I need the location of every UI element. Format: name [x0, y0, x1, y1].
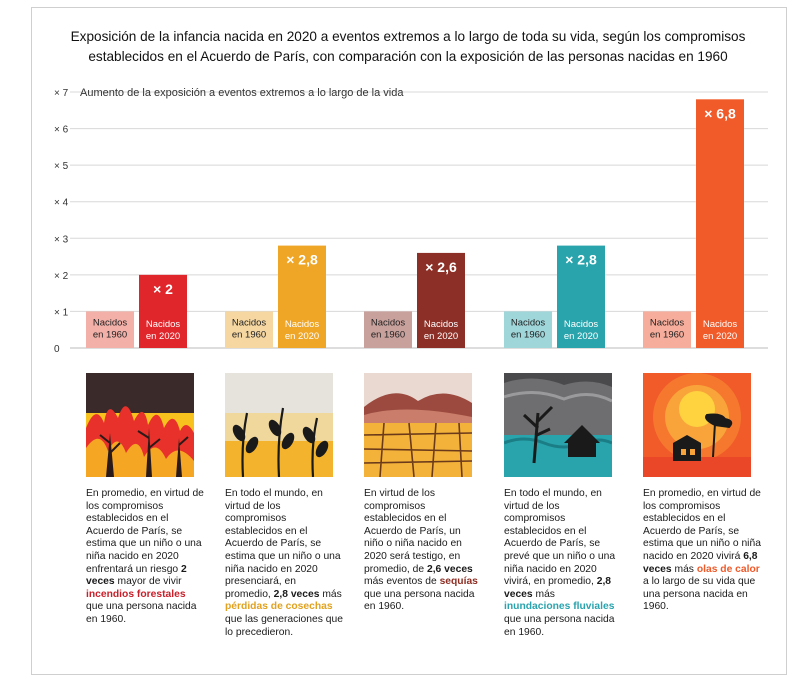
- y-tick-label: × 6: [54, 125, 69, 136]
- bar-label-1960: Nacidos en 1960: [93, 317, 128, 340]
- description-text: En virtud de los compromisos establecido…: [364, 488, 462, 575]
- bar-value-label: × 2: [153, 281, 173, 297]
- description-text: pérdidas de cosechas: [225, 601, 333, 613]
- chart-title: Exposición de la infancia nacida en 2020…: [70, 29, 746, 64]
- bar-1960: [86, 311, 134, 348]
- description-text: más eventos de: [364, 576, 440, 588]
- bar-label-2020: Nacidos en 2020: [285, 319, 320, 342]
- description-text: 6,8 veces: [643, 550, 758, 575]
- description-drought: En virtud de los compromisos establecido…: [364, 488, 482, 614]
- description-text: 2,8 veces: [273, 588, 320, 600]
- wildfire-illustration: [86, 373, 194, 477]
- y-tick-label: 0: [54, 344, 60, 355]
- bar-label-2020: Nacidos en 2020: [703, 319, 738, 342]
- bar-label-1960: Nacidos en 1960: [371, 317, 406, 340]
- bar-label-1960: Nacidos en 1960: [232, 317, 267, 340]
- description-text: que una persona nacida en 1960.: [504, 613, 615, 638]
- bar-value-label: × 6,8: [704, 105, 736, 121]
- description-text: En promedio, en virtud de los compromiso…: [86, 488, 204, 575]
- bar-1960: [364, 311, 412, 348]
- description-text: sequías: [439, 576, 478, 588]
- y-tick-label: × 5: [54, 161, 69, 172]
- description-text: más: [671, 563, 697, 575]
- bar-label-1960: Nacidos en 1960: [650, 317, 685, 340]
- description-text: que una persona nacida en 1960.: [364, 588, 475, 613]
- bar-1960: [225, 311, 273, 348]
- bar-2020: [696, 99, 744, 348]
- description-flood: En todo el mundo, en virtud de los compr…: [504, 488, 622, 639]
- description-text: 2,8 veces: [504, 576, 612, 600]
- description-text: 2 veces: [86, 563, 187, 588]
- flood-illustration: [504, 373, 612, 477]
- description-text: En promedio, en virtud de los compromiso…: [643, 488, 761, 562]
- bar-2020: [278, 245, 326, 348]
- heatwave-illustration: [643, 373, 751, 477]
- y-tick-label: × 1: [54, 307, 69, 318]
- bar-value-label: × 2,6: [425, 259, 457, 275]
- description-text: incendios forestales: [86, 588, 186, 600]
- description-text: más: [319, 588, 342, 600]
- description-text: olas de calor: [696, 563, 760, 575]
- description-text: que las generaciones que lo precedieron.: [225, 613, 343, 638]
- bar-label-2020: Nacidos en 2020: [146, 319, 181, 342]
- description-text: En todo el mundo, en virtud de los compr…: [225, 488, 341, 600]
- description-text: En todo el mundo, en virtud de los compr…: [504, 488, 616, 588]
- crop-loss-illustration: [225, 373, 333, 477]
- description-heatwave: En promedio, en virtud de los compromiso…: [643, 488, 761, 614]
- bar-label-2020: Nacidos en 2020: [564, 319, 599, 342]
- description-crop-loss: En todo el mundo, en virtud de los compr…: [225, 488, 343, 639]
- description-wildfire: En promedio, en virtud de los compromiso…: [86, 488, 204, 627]
- bar-1960: [643, 311, 691, 348]
- y-tick-label: × 7: [54, 88, 69, 99]
- y-tick-label: × 3: [54, 234, 69, 245]
- description-text: a lo largo de su vida que una persona na…: [643, 576, 756, 613]
- drought-illustration: [364, 373, 472, 477]
- bar-1960: [504, 311, 552, 348]
- y-tick-label: × 2: [54, 271, 69, 282]
- bar-value-label: × 2,8: [565, 252, 597, 268]
- y-axis-label: Aumento de la exposición a eventos extre…: [80, 87, 404, 99]
- description-text: inundaciones fluviales: [504, 601, 615, 613]
- bar-2020: [417, 252, 465, 348]
- description-text: mayor de vivir: [114, 576, 182, 588]
- bar-2020: [557, 245, 605, 348]
- figure-frame: [31, 7, 787, 675]
- bar-label-2020: Nacidos en 2020: [424, 319, 459, 342]
- bar-label-1960: Nacidos en 1960: [511, 317, 546, 340]
- description-text: 2,6 veces: [426, 563, 473, 575]
- bar-2020: [139, 274, 187, 348]
- description-text: que una persona nacida en 1960.: [86, 601, 197, 625]
- bar-value-label: × 2,8: [286, 252, 318, 268]
- description-text: más: [532, 588, 555, 600]
- y-tick-label: × 4: [54, 198, 69, 209]
